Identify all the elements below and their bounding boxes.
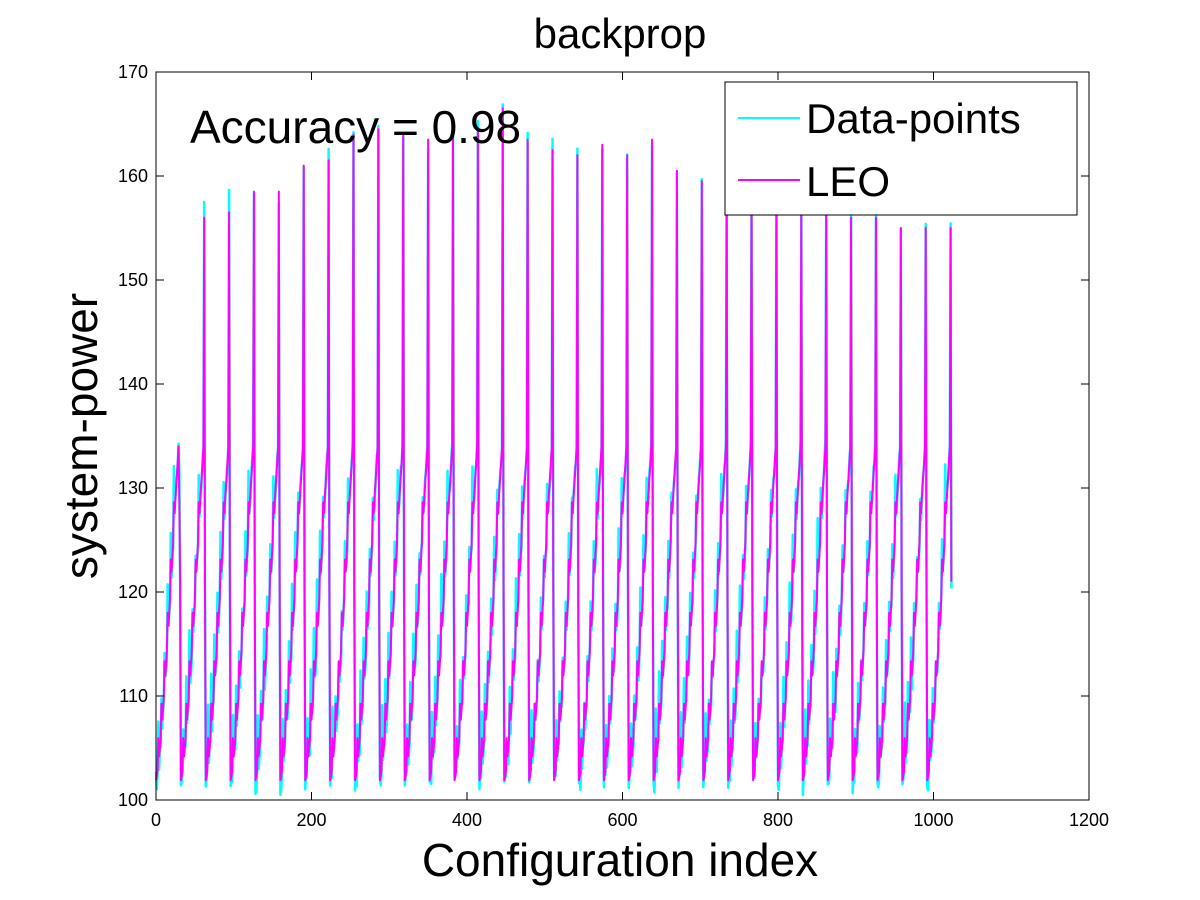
- legend: Data-points LEO: [724, 81, 1078, 216]
- x-tick-label: 1200: [1069, 810, 1109, 830]
- x-axis-label: Configuration index: [422, 834, 818, 886]
- x-tick-label: 1000: [913, 810, 953, 830]
- y-tick-label: 140: [118, 374, 148, 394]
- legend-label-data-points: Data-points: [806, 95, 1021, 142]
- y-tick-label: 160: [118, 166, 148, 186]
- y-tick-label: 150: [118, 270, 148, 290]
- x-tick-label: 0: [151, 810, 161, 830]
- y-tick-label: 170: [118, 62, 148, 82]
- y-tick-label: 110: [119, 686, 148, 706]
- series-line-leo: [155, 107, 953, 782]
- accuracy-annotation: Accuracy = 0.98: [190, 101, 521, 153]
- y-tick-label: 100: [118, 790, 148, 810]
- y-tick-label: 120: [118, 582, 148, 602]
- x-tick-label: 400: [452, 810, 482, 830]
- y-axis-label: system-power: [55, 293, 107, 579]
- x-tick-label: 200: [296, 810, 326, 830]
- y-axis-ticks: 100 110 120 130 140 150 160 170: [118, 62, 1089, 810]
- x-tick-label: 600: [607, 810, 637, 830]
- legend-box: [724, 81, 1078, 216]
- legend-label-leo: LEO: [806, 158, 890, 205]
- y-tick-label: 130: [118, 478, 148, 498]
- series-layer: [154, 103, 953, 797]
- x-axis-ticks: 0 200 400 600 800 1000 1200: [151, 72, 1109, 830]
- x-tick-label: 800: [763, 810, 793, 830]
- chart-title: backprop: [534, 10, 707, 57]
